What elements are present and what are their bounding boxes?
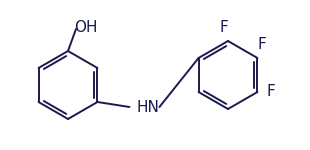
Text: F: F [266,84,275,99]
Text: OH: OH [74,20,98,34]
Text: HN: HN [136,99,159,114]
Text: F: F [257,38,266,52]
Text: F: F [219,21,228,36]
